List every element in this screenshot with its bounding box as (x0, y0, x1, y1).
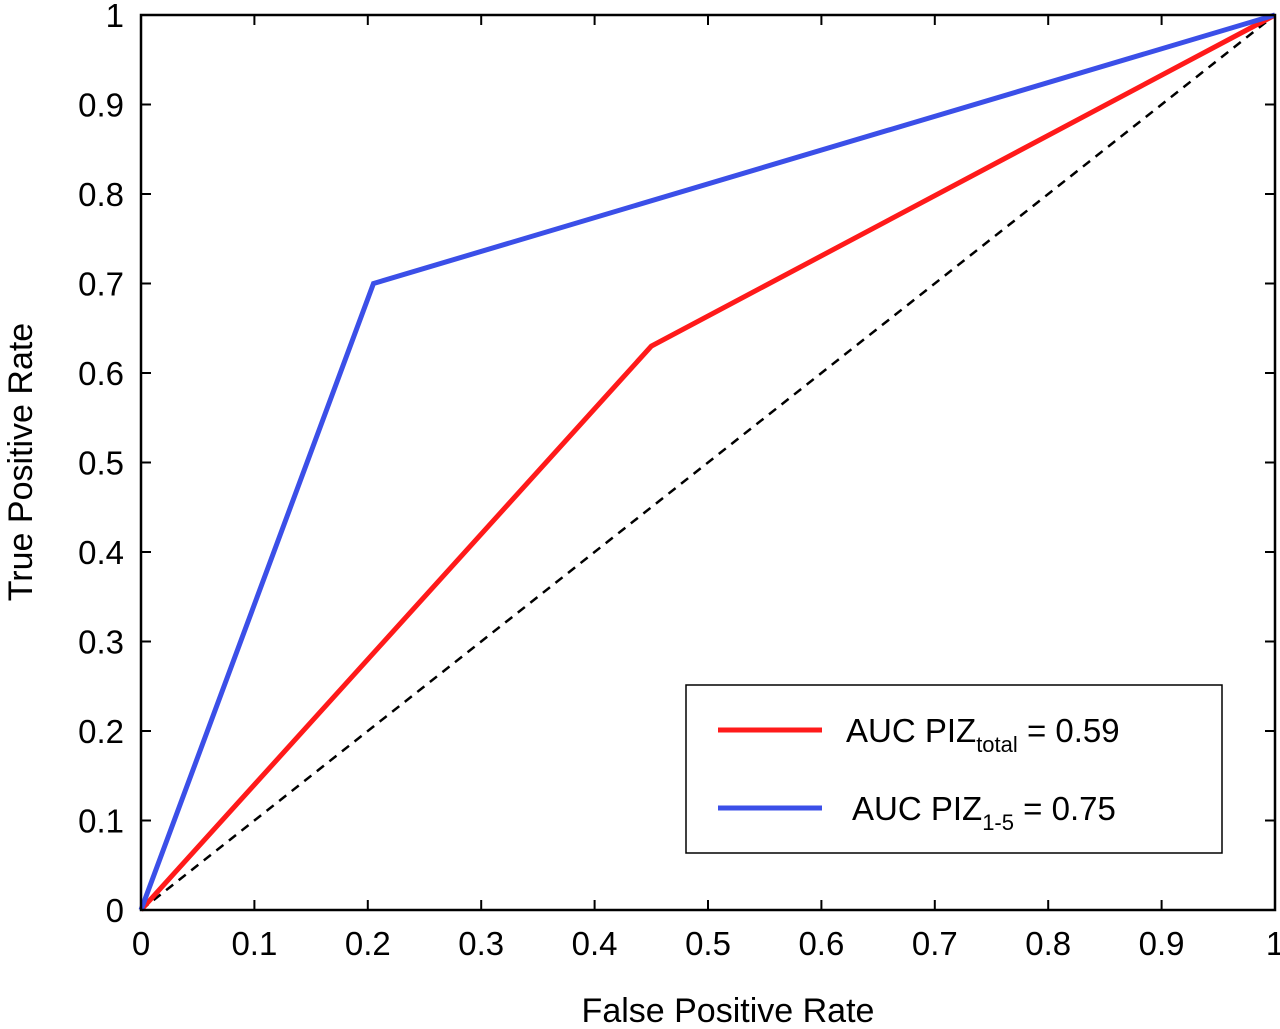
y-tick-label: 0.1 (78, 803, 124, 840)
y-tick-label: 0.6 (78, 355, 124, 392)
x-tick-label: 0.4 (572, 925, 618, 962)
y-tick-label: 0.5 (78, 445, 124, 482)
y-tick-label: 0.9 (78, 87, 124, 124)
series-layer (138, 12, 1277, 912)
x-tick-label: 0.7 (912, 925, 958, 962)
y-tick-label: 0.2 (78, 713, 124, 750)
legend-label-1: AUC PIZ1-5 = 0.75 (852, 790, 1116, 835)
x-tick-label: 0.8 (1025, 925, 1071, 962)
y-tick-label: 0.4 (78, 534, 124, 571)
x-axis-label: False Positive Rate (582, 992, 875, 1029)
x-tick-label: 0.9 (1139, 925, 1185, 962)
x-tick-label: 0.2 (345, 925, 391, 962)
x-axis-ticks: 0 0.1 0.2 0.3 0.4 0.5 0.6 0.7 0.8 0.9 1 (132, 15, 1280, 962)
x-tick-label: 0.6 (798, 925, 844, 962)
legend: AUC PIZtotal = 0.59 AUC PIZ1-5 = 0.75 (685, 684, 1223, 854)
y-axis-label: True Positive Rate (2, 323, 40, 601)
y-tick-label: 0.7 (78, 266, 124, 303)
series-line-0 (139, 12, 1277, 912)
y-tick-label: 1 (106, 0, 124, 34)
x-tick-label: 0.1 (231, 925, 277, 962)
reference-layer (140, 14, 1276, 911)
x-tick-label: 1 (1266, 925, 1280, 962)
x-tick-label: 0.3 (458, 925, 504, 962)
reference-diagonal-line (140, 14, 1276, 911)
legend-label-0: AUC PIZtotal = 0.59 (846, 712, 1120, 757)
legend-box (685, 684, 1223, 854)
y-tick-label: 0.8 (78, 176, 124, 213)
y-tick-label: 0.3 (78, 624, 124, 661)
x-tick-label: 0.5 (685, 925, 731, 962)
series-line-1 (138, 12, 1276, 911)
y-tick-label: 0 (106, 892, 124, 929)
y-axis-ticks: 0 0.1 0.2 0.3 0.4 0.5 0.6 0.7 0.8 0.9 1 (78, 0, 1275, 929)
x-tick-label: 0 (132, 925, 150, 962)
